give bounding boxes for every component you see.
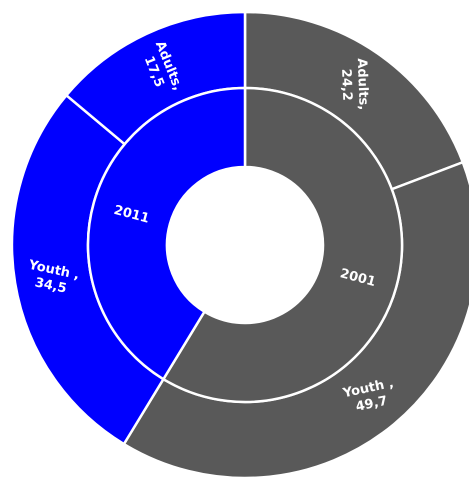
outer-label-2001-adults-line-1: Adults,	[354, 58, 371, 110]
outer-label-2001-adults: Adults,24,2	[338, 58, 371, 110]
center-hole	[167, 167, 323, 323]
outer-label-2011-youth-line-2: 34,5	[33, 275, 67, 296]
outer-label-2001-youth-line-2: 49,7	[354, 394, 388, 415]
outer-label-2001-adults-line-2: 24,2	[338, 69, 354, 102]
outer-label-2011-youth: Youth ,34,5	[26, 257, 80, 296]
outer-label-2001-youth: Youth ,49,7	[341, 376, 395, 415]
inner-segment-2001	[161, 86, 404, 404]
